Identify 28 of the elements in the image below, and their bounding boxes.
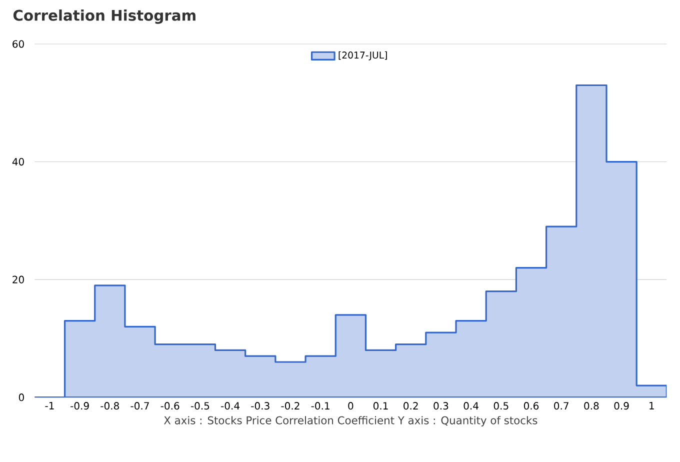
x-tick-label: -0.6 [160,402,180,410]
x-tick-label: 0.3 [434,402,448,410]
x-tick-label: 0.5 [494,402,508,410]
legend-label: [2017-JUL] [338,51,387,60]
x-tick-label: -0.3 [251,402,270,410]
y-tick-label: 40 [12,158,24,166]
y-tick-label: 60 [12,40,24,48]
x-tick-label: -0.7 [130,402,149,410]
chart-title: Correlation Histogram [13,10,196,24]
x-axis-title: X axis : Stocks Price Correlation Coefficient Y axis : Quantity of stocks [164,416,538,426]
x-tick-label: -0.4 [221,402,240,410]
x-tick-label: 0.7 [554,402,568,410]
x-tick-label: -0.2 [281,402,300,410]
x-tick-label: 0.1 [373,402,388,410]
x-tick-label: 0.9 [614,402,629,410]
x-tick-label: -0.8 [100,402,119,410]
x-tick-label: -0.1 [311,402,330,410]
x-tick-label: -0.5 [190,402,210,410]
x-tick-label: 0.4 [464,402,478,410]
y-tick-label: 20 [12,276,24,284]
x-tick-label: 0.2 [404,402,418,410]
x-tick-label: 1 [650,402,654,410]
x-tick-label: 0.6 [524,402,539,410]
x-tick-label: -1 [45,402,54,410]
y-tick-label: 0 [18,394,24,402]
x-tick-label: 0 [348,402,354,410]
x-tick-label: -0.9 [70,402,89,410]
x-tick-label: 0.8 [584,402,599,410]
